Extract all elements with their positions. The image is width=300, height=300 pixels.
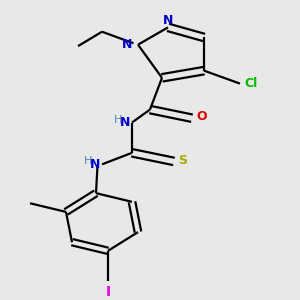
Text: N: N: [163, 14, 173, 27]
Text: Cl: Cl: [244, 77, 258, 90]
Text: S: S: [178, 154, 188, 166]
Text: I: I: [105, 285, 111, 299]
Text: N: N: [122, 38, 133, 51]
Text: O: O: [196, 110, 207, 123]
Text: H: H: [114, 115, 123, 124]
Text: N: N: [90, 158, 100, 171]
Text: H: H: [84, 156, 93, 166]
Text: N: N: [120, 116, 130, 129]
